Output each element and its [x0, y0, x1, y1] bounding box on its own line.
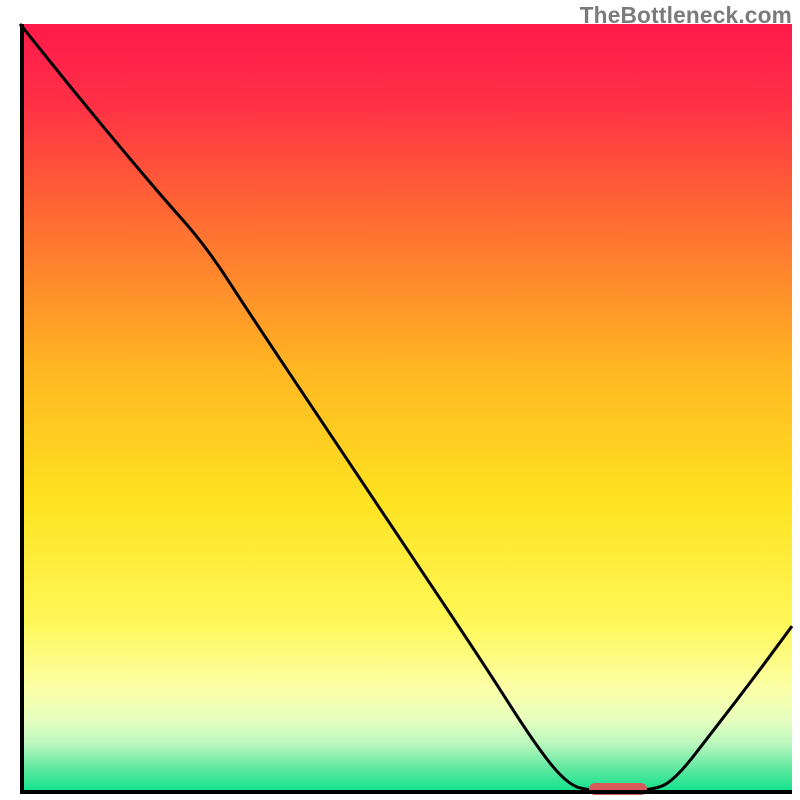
y-axis — [20, 24, 24, 794]
chart-container: TheBottleneck.com — [0, 0, 800, 800]
plot-background — [20, 24, 792, 794]
x-axis — [20, 790, 792, 794]
plot-svg — [20, 24, 792, 794]
plot-area — [20, 24, 792, 794]
